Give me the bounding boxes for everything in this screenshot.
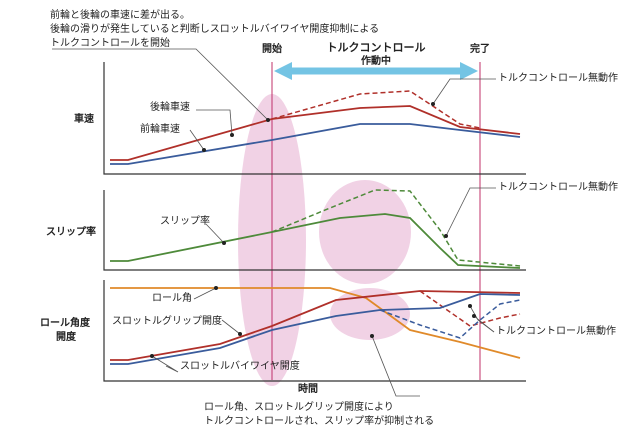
bottom-note-line-2: トルクコントロールされ、スリップ率が抑制される	[204, 416, 435, 427]
throttle-bywire-inactive-line	[379, 299, 521, 339]
top-note-leader	[52, 48, 270, 122]
speed-inactive-label: トルクコントロール無動作	[498, 73, 618, 84]
slip-inactive-line	[271, 189, 521, 267]
grip-label-leader	[221, 319, 242, 336]
roll-inactive-label: トルクコントロール無動作	[496, 326, 616, 337]
throttle-bywire-label: スロットルバイワイヤ開度	[180, 361, 300, 372]
end-marker-label: 完了	[470, 44, 490, 55]
slip-label: スリップ率	[160, 216, 210, 227]
front-speed-label: 前輪車速	[140, 124, 180, 135]
control-active-label-line-2: 作動中	[361, 56, 391, 67]
front-speed-leader	[189, 129, 206, 152]
throttle-grip-label: スロットルグリップ開度	[112, 316, 222, 327]
speed-inactive-leader	[431, 78, 496, 106]
highlight-ellipse-middle	[319, 180, 411, 284]
slip-inactive-leader	[444, 187, 496, 238]
roll-panel-title-line-2: 開度	[56, 332, 76, 343]
roll-angle-line	[110, 287, 521, 359]
speed-panel-title: 車速	[74, 114, 94, 125]
rear-speed-label: 後輪車速	[150, 102, 190, 113]
roll-inactive-leader-2	[472, 314, 495, 333]
rear-speed-line	[110, 105, 521, 161]
front-speed-line	[110, 123, 521, 165]
throttle-grip-inactive-line	[419, 290, 521, 327]
slip-label-leader	[205, 223, 226, 245]
bywire-label-leader	[150, 354, 179, 373]
control-active-arrow	[274, 62, 478, 80]
top-note-line-1: 前輪と後輪の車速に差が出る。	[50, 10, 190, 21]
slip-panel-axis	[103, 190, 526, 271]
slip-inactive-label: トルクコントロール無動作	[498, 182, 618, 193]
x-axis-label: 時間	[298, 384, 318, 395]
roll-panel-title-line-1: ロール角度	[40, 318, 90, 329]
leader-lines	[52, 48, 496, 397]
highlight-ellipse-roll	[330, 288, 410, 340]
roll-label-leader	[193, 286, 218, 300]
control-active-label-line-1: トルクコントロール	[326, 41, 426, 54]
top-note-line-3: トルクコントロールを開始	[50, 38, 170, 49]
speed-panel-axis	[103, 62, 526, 175]
throttle-bywire-line	[110, 293, 521, 365]
top-note-line-2: 後輪の滑りが発生していると判断しスロットルバイワイヤ開度抑制による	[50, 24, 380, 35]
bottom-note-line-1: ロール角、スロットルグリップ開度により	[204, 402, 394, 413]
roll-angle-label: ロール角	[152, 293, 192, 304]
rear-speed-leader	[196, 109, 234, 137]
bottom-note-leader	[370, 334, 420, 397]
start-marker-label: 開始	[262, 44, 282, 55]
slip-panel-title: スリップ率	[46, 227, 96, 238]
rear-speed-inactive-line	[271, 90, 481, 129]
slip-line	[110, 213, 521, 269]
roll-panel-axis	[103, 280, 526, 382]
axes	[103, 62, 526, 382]
